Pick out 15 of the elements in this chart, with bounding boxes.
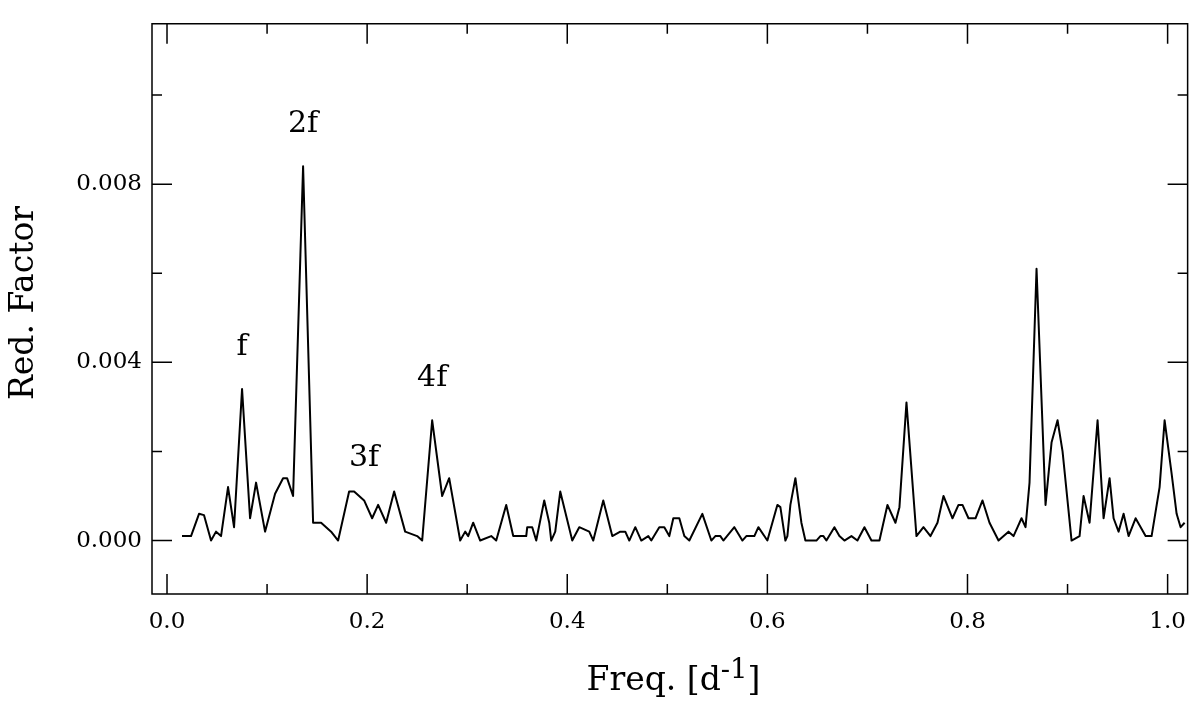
y-tick-label: 0.008	[76, 169, 142, 196]
y-axis-title: Red. Factor	[2, 205, 42, 401]
y-tick-label: 0.004	[76, 347, 142, 374]
x-tick-label: 0.2	[348, 606, 386, 633]
x-tick-label: 1.0	[1149, 606, 1186, 633]
annotation: 3f	[349, 438, 382, 474]
x-tick-label: 0.8	[949, 606, 986, 633]
annotation: f	[236, 326, 250, 362]
x-tick-label: 0.0	[148, 606, 186, 633]
x-tick-label: 0.4	[548, 606, 586, 633]
y-tick-label: 0.000	[76, 525, 142, 552]
x-tick-label: 0.6	[749, 606, 786, 633]
annotation: 2f	[287, 104, 321, 140]
annotation: 4f	[417, 358, 450, 394]
x-axis-title: Freq. [d$^{-1}$]	[585, 651, 762, 699]
